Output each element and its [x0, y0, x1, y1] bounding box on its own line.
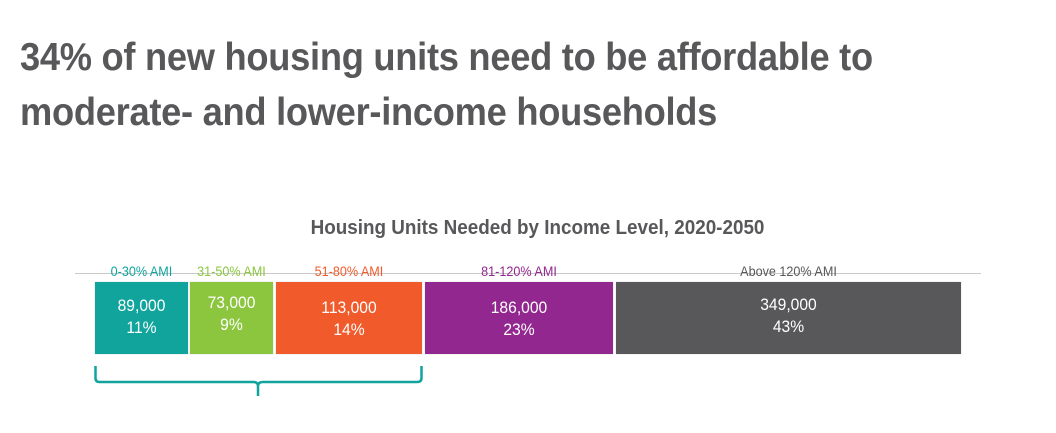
category-label-51-80: 51-80% AMI: [314, 263, 384, 279]
bar-segment-above-120: 349,000 43%: [616, 282, 961, 354]
segment-percent: 11%: [126, 318, 157, 337]
axis-line: [75, 273, 981, 274]
segment-value: 349,000: [760, 295, 817, 314]
category-label-31-50: 31-50% AMI: [197, 263, 266, 279]
bar-segment-81-120: 186,000 23%: [425, 282, 613, 354]
headline: 34% of new housing units need to be affo…: [20, 36, 873, 134]
segment-percent: 9%: [220, 315, 243, 334]
segment-value: 89,000: [117, 296, 166, 315]
segment-value: 73,000: [207, 293, 256, 312]
segment-percent: 14%: [333, 320, 365, 339]
chart-title: Housing Units Needed by Income Level, 20…: [310, 216, 765, 239]
category-label-0-30: 0-30% AMI: [110, 263, 173, 279]
segment-percent: 43%: [772, 317, 805, 336]
bar-segment-0-30: 89,000 11%: [95, 282, 188, 354]
segment-percent: 23%: [503, 320, 535, 339]
group-bracket: [94, 366, 423, 396]
category-label-81-120: 81-120% AMI: [481, 263, 557, 279]
bar-segment-51-80: 113,000 14%: [276, 282, 422, 354]
segment-value: 113,000: [321, 298, 377, 317]
category-label-above-120: Above 120% AMI: [740, 263, 837, 279]
segment-value: 186,000: [490, 298, 548, 317]
bar-segment-31-50: 73,000 9%: [190, 282, 273, 354]
